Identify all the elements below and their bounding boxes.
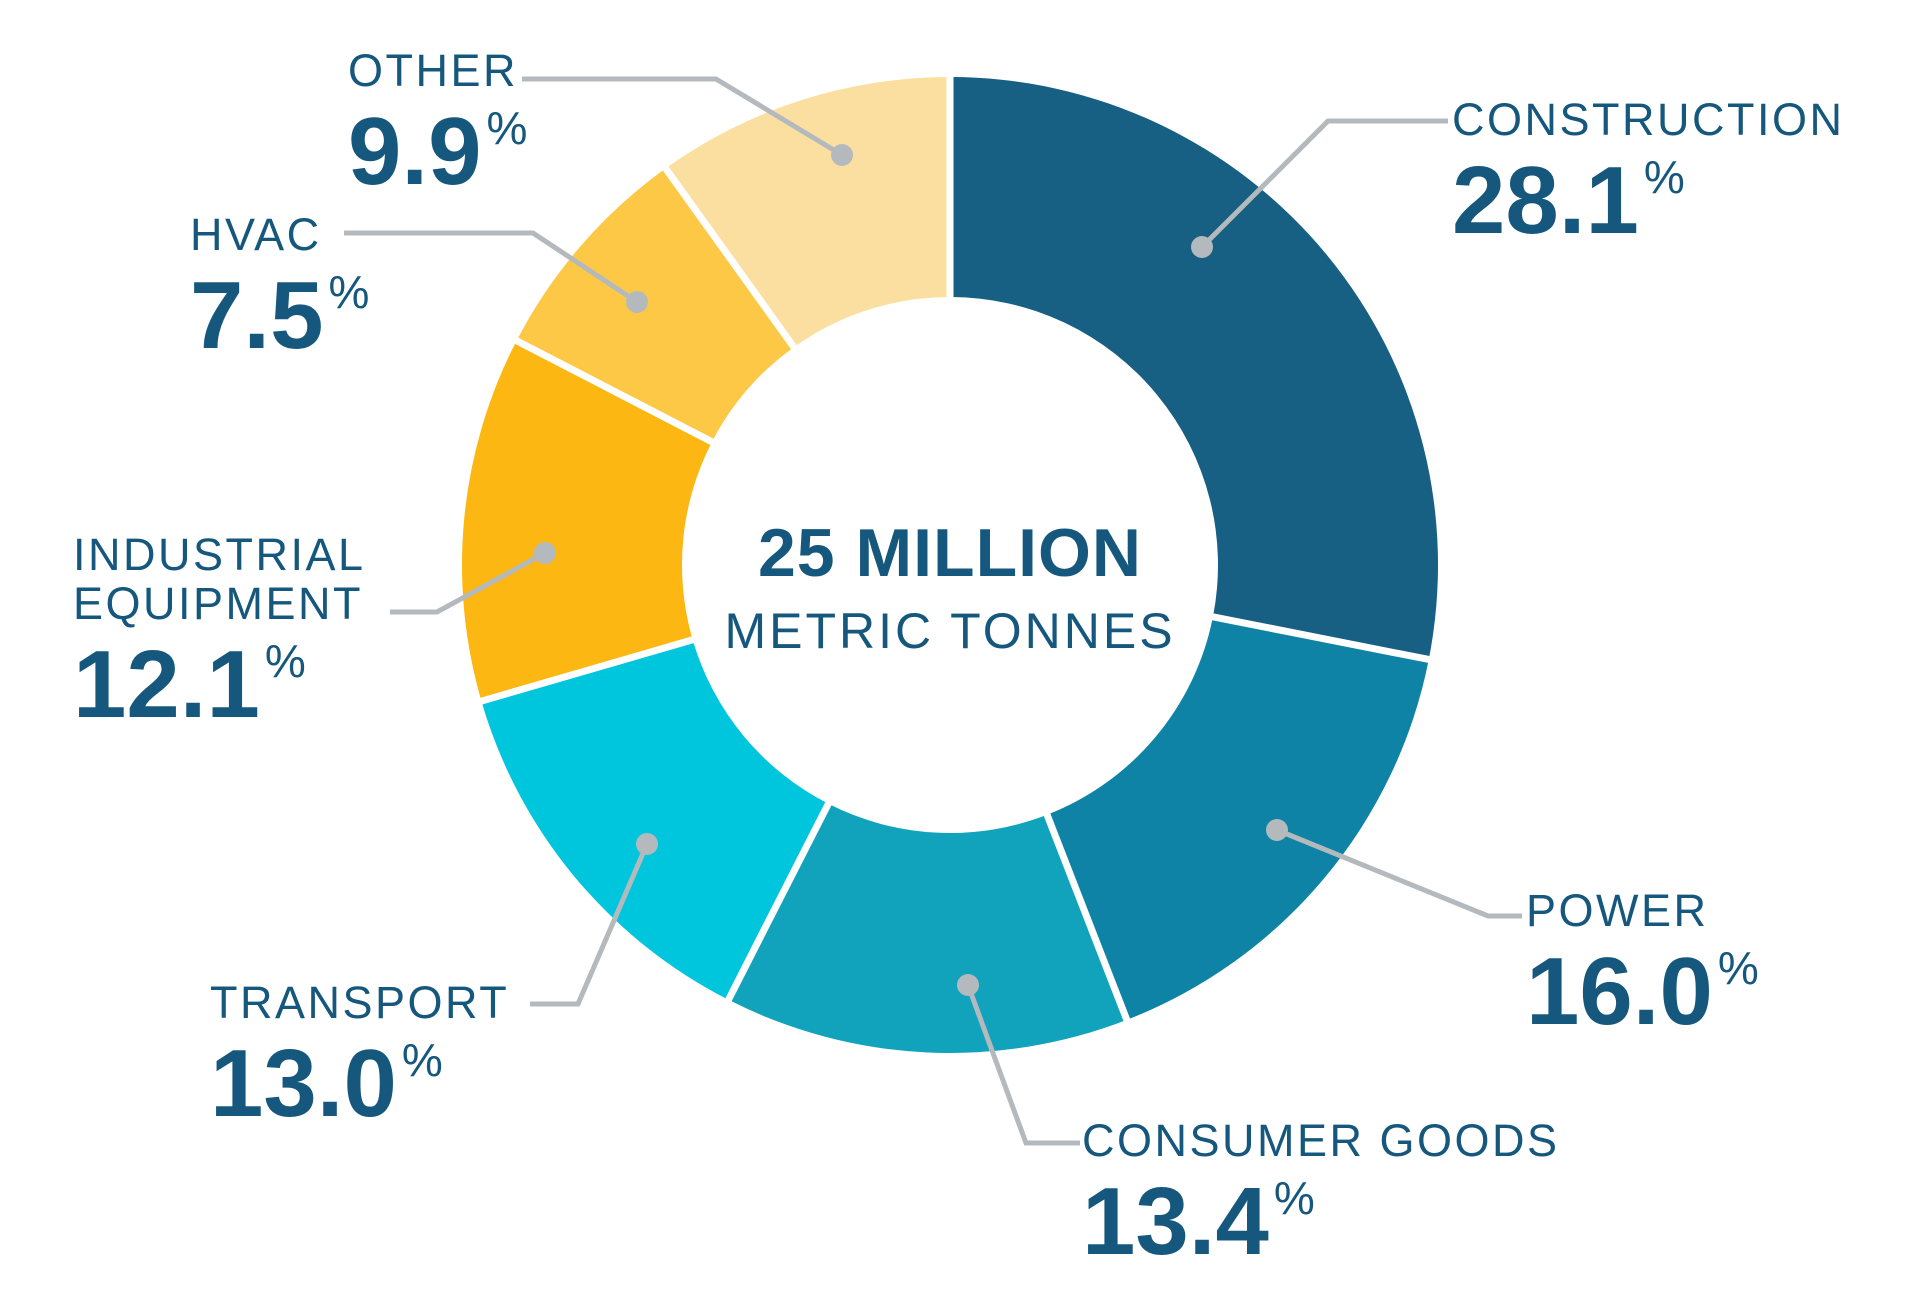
leader-line-hvac: [344, 230, 639, 305]
segment-divider: [659, 161, 801, 355]
segment-divider: [722, 796, 835, 1007]
leader-dot-consumer-goods: [957, 974, 979, 996]
callout-transport: TRANSPORT 13.0%: [210, 978, 509, 1133]
leader-dot-hvac: [626, 291, 648, 313]
percent-sign: %: [328, 266, 370, 319]
leader-line-construction: [1200, 118, 1448, 249]
segment-other: [665, 77, 950, 348]
callout-industrial-equipment: INDUSTRIAL EQUIPMENT 12.1%: [73, 530, 453, 734]
segment-value-number: 13.0: [210, 1030, 397, 1138]
callout-construction: CONSTRUCTION 28.1%: [1452, 95, 1844, 250]
percent-sign: %: [486, 102, 528, 155]
segment-value: 13.0%: [210, 1035, 509, 1133]
segment-value-number: 9.9: [348, 98, 482, 206]
segment-label: INDUSTRIAL EQUIPMENT: [73, 529, 364, 630]
percent-sign: %: [1717, 942, 1759, 995]
segment-construction: [950, 77, 1438, 660]
segment-label: POWER: [1526, 885, 1709, 936]
segment-value-number: 13.4: [1082, 1168, 1269, 1276]
callout-consumer-goods: CONSUMER GOODS 13.4%: [1082, 1116, 1560, 1271]
segment-value-number: 16.0: [1526, 938, 1713, 1046]
center-unit: METRIC TONNES: [724, 603, 1176, 659]
callout-hvac: HVAC 7.5%: [190, 210, 369, 365]
segment-label: HVAC: [190, 209, 322, 260]
leader-dot-construction: [1191, 236, 1213, 258]
leader-dot-transport: [636, 833, 658, 855]
callout-power: POWER 16.0%: [1526, 886, 1759, 1041]
center-total: 25 MILLION: [757, 515, 1143, 591]
segment-divider: [1041, 807, 1133, 1027]
segment-value-number: 12.1: [73, 631, 260, 739]
segment-transport: [481, 639, 829, 1000]
segment-industrial-equipment: [462, 340, 712, 702]
segment-value-number: 7.5: [190, 262, 324, 370]
percent-sign: %: [401, 1034, 443, 1087]
segment-label: CONSUMER GOODS: [1082, 1115, 1560, 1166]
segment-value: 28.1%: [1452, 152, 1844, 250]
segment-value: 13.4%: [1082, 1173, 1560, 1271]
segment-value: 16.0%: [1526, 943, 1759, 1041]
segment-value: 12.1%: [73, 636, 453, 734]
segment-label: CONSTRUCTION: [1452, 94, 1845, 145]
leader-line-industrial-equipment: [390, 550, 547, 615]
leader-line-power: [1276, 827, 1522, 919]
segment-label: TRANSPORT: [210, 977, 510, 1028]
leader-dot-industrial-equipment: [534, 542, 556, 564]
segment-divider: [474, 634, 700, 707]
leader-line-transport: [530, 843, 650, 1007]
percent-sign: %: [264, 635, 306, 688]
segment-value-number: 28.1: [1452, 147, 1639, 255]
segment-divider: [509, 334, 719, 448]
segment-consumer-goods: [728, 803, 1127, 1053]
callout-other: OTHER 9.9%: [348, 46, 527, 201]
leader-line-other: [522, 76, 844, 158]
segment-value: 7.5%: [190, 267, 369, 365]
segment-label: OTHER: [348, 45, 518, 96]
percent-sign: %: [1643, 151, 1685, 204]
leader-dot-power: [1266, 819, 1288, 841]
segment-divider: [1206, 612, 1436, 665]
segment-value: 9.9%: [348, 103, 527, 201]
percent-sign: %: [1273, 1172, 1315, 1225]
donut-center-label: 25 MILLION METRIC TONNES: [600, 514, 1300, 660]
leader-line-consumer-goods: [965, 984, 1080, 1146]
leader-dot-other: [831, 144, 853, 166]
segment-power: [1047, 616, 1429, 1020]
